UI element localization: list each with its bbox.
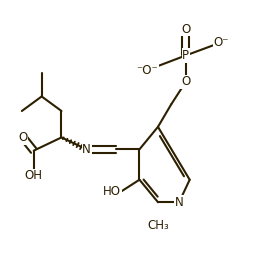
Text: P: P xyxy=(182,49,189,62)
Text: O: O xyxy=(18,131,28,144)
Text: O⁻: O⁻ xyxy=(214,36,229,49)
Text: HO: HO xyxy=(103,185,121,198)
Text: OH: OH xyxy=(25,169,43,182)
Text: N: N xyxy=(82,143,91,156)
Text: ⁻O⁻: ⁻O⁻ xyxy=(137,63,158,76)
Text: O: O xyxy=(181,75,190,88)
Text: N: N xyxy=(175,196,183,209)
Text: CH₃: CH₃ xyxy=(147,219,169,233)
Text: O: O xyxy=(181,23,190,35)
